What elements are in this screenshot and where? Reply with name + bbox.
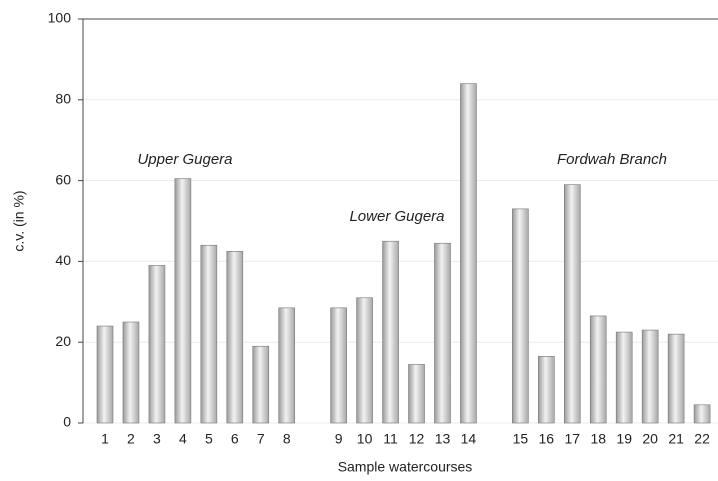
x-tick-label: 18 [590,431,606,447]
annotation: Lower Gugera [349,208,444,225]
annotation: Upper Gugera [137,151,232,168]
x-tick-label: 1 [101,431,109,447]
bar [226,251,244,424]
bar [408,364,425,424]
x-tick-label: 16 [539,431,555,447]
x-tick-label: 10 [357,431,373,447]
y-tick-label: 100 [48,10,72,26]
bar [460,83,477,424]
y-tick-label: 80 [55,91,71,107]
bar [641,329,659,424]
bar [512,208,529,424]
annotation: Fordwah Branch [557,151,667,168]
x-tick-label: 14 [461,431,477,447]
x-tick-label: 20 [642,431,658,447]
bar [96,325,114,424]
bar [174,178,192,424]
bar [615,331,633,424]
y-tick-label: 60 [55,171,71,187]
x-tick-label: 21 [668,431,684,447]
y-tick-label: 20 [55,333,71,349]
bar [589,315,607,424]
bar [278,307,296,424]
x-tick-label: 5 [205,431,213,447]
x-tick-label: 9 [335,431,343,447]
bar [667,333,685,424]
x-tick-label: 15 [513,431,529,447]
bar [200,244,218,424]
y-axis-label: c.v. (in %) [11,190,27,251]
x-tick-label: 22 [694,431,710,447]
x-tick-label: 7 [257,431,265,447]
bar [252,345,270,424]
bar [538,356,555,424]
bar [693,404,711,424]
x-tick-label: 4 [179,431,187,447]
x-tick-label: 13 [435,431,451,447]
y-tick-label: 40 [55,252,71,268]
x-tick-label: 3 [153,431,161,447]
x-axis-label: Sample watercourses [338,459,473,475]
bar [434,242,451,424]
bar [382,240,399,424]
y-tick-label: 0 [63,414,71,430]
x-tick-label: 12 [409,431,425,447]
bar [330,307,347,424]
x-tick-label: 17 [564,431,580,447]
bar [148,265,166,424]
bar [356,297,373,424]
x-tick-label: 11 [383,431,398,447]
x-tick-label: 8 [283,431,291,447]
bar [563,184,581,424]
x-tick-label: 2 [127,431,135,447]
bar [122,321,140,424]
x-tick-label: 6 [231,431,239,447]
x-tick-label: 19 [616,431,632,447]
